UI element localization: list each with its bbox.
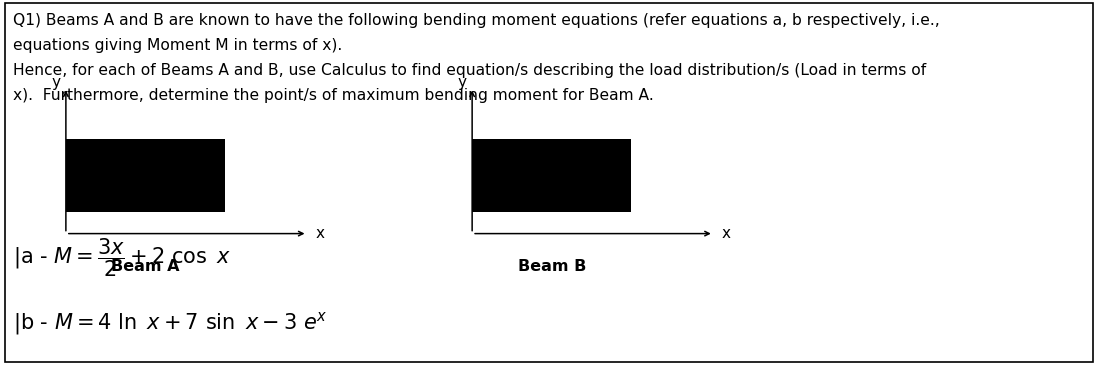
Text: $\mathsf{|}$a - $M = \dfrac{3x}{2} + 2\ \cos\ x$: $\mathsf{|}$a - $M = \dfrac{3x}{2} + 2\ … <box>13 236 232 278</box>
Text: y: y <box>52 74 60 90</box>
Text: $\mathsf{|}$b - $M = 4\ \ln\ x + 7\ \sin\ x - 3\ e^{x}$: $\mathsf{|}$b - $M = 4\ \ln\ x + 7\ \sin… <box>13 310 328 337</box>
Text: equations giving Moment M in terms of x).: equations giving Moment M in terms of x)… <box>13 38 343 53</box>
Text: x: x <box>721 226 730 241</box>
Text: x: x <box>315 226 324 241</box>
Text: x).  Furthermore, determine the point/s of maximum bending moment for Beam A.: x). Furthermore, determine the point/s o… <box>13 88 654 103</box>
Text: y: y <box>458 74 467 90</box>
Text: Q1) Beams A and B are known to have the following bending moment equations (refe: Q1) Beams A and B are known to have the … <box>13 13 940 28</box>
Bar <box>472 139 631 212</box>
Text: Beam A: Beam A <box>111 259 180 274</box>
Bar <box>66 139 225 212</box>
Text: Hence, for each of Beams A and B, use Calculus to find equation/s describing the: Hence, for each of Beams A and B, use Ca… <box>13 63 927 78</box>
Text: Beam B: Beam B <box>517 259 586 274</box>
